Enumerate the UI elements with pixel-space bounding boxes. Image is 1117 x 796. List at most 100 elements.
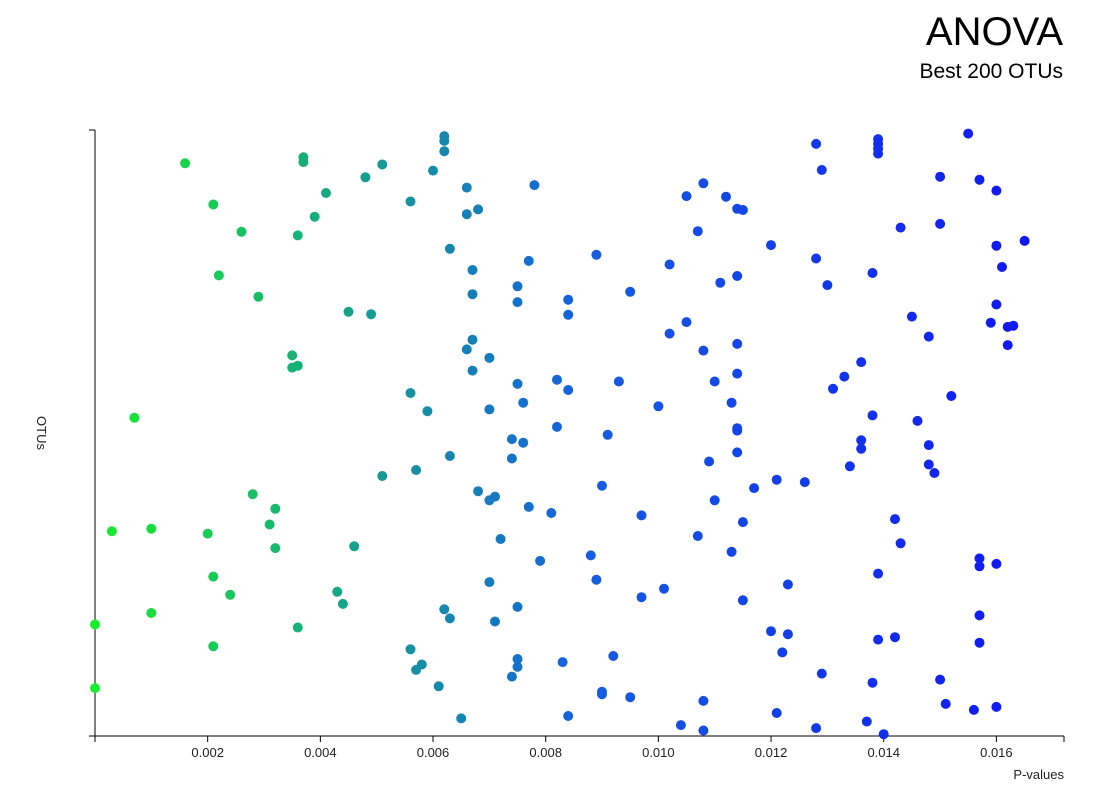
data-point xyxy=(636,592,647,603)
data-point xyxy=(715,277,726,288)
data-point xyxy=(366,309,377,320)
data-point xyxy=(974,610,985,621)
data-point xyxy=(343,306,354,317)
data-point xyxy=(422,406,433,417)
data-point xyxy=(552,374,562,385)
data-point xyxy=(732,368,743,379)
data-point xyxy=(867,410,878,421)
data-point xyxy=(1002,340,1013,351)
data-point xyxy=(495,534,506,544)
data-point xyxy=(912,415,923,426)
data-point xyxy=(512,601,523,612)
data-point xyxy=(698,178,709,189)
chart-subtitle: Best 200 OTUs xyxy=(919,60,1063,83)
data-point xyxy=(771,708,782,718)
data-point xyxy=(444,451,455,461)
data-point xyxy=(456,713,467,724)
data-point xyxy=(867,677,878,688)
data-point xyxy=(895,222,906,233)
data-point xyxy=(535,555,546,566)
data-point xyxy=(518,437,529,448)
data-point xyxy=(659,583,669,594)
data-point xyxy=(529,180,540,191)
data-point xyxy=(563,294,574,305)
data-point xyxy=(563,711,574,721)
data-point xyxy=(709,376,720,387)
data-point xyxy=(625,692,636,703)
data-point xyxy=(698,725,709,736)
data-point xyxy=(473,486,484,497)
x-tick-label: 0.016 xyxy=(980,745,1013,760)
data-point xyxy=(681,317,692,328)
data-point xyxy=(405,196,416,207)
data-point xyxy=(822,280,833,291)
data-point xyxy=(597,480,607,491)
data-point xyxy=(270,503,281,514)
data-point xyxy=(890,514,900,525)
data-point xyxy=(873,148,884,159)
data-point xyxy=(512,654,523,664)
data-point xyxy=(287,350,298,361)
data-point xyxy=(1008,320,1019,331)
data-point xyxy=(732,425,743,436)
data-point xyxy=(732,447,743,458)
x-axis-label: P-values xyxy=(1013,767,1064,782)
data-point xyxy=(873,568,884,579)
x-tick-label: 0.008 xyxy=(529,745,562,760)
data-point xyxy=(929,468,940,478)
data-point xyxy=(991,185,1002,196)
data-point xyxy=(867,268,878,278)
data-point xyxy=(675,720,686,731)
data-point xyxy=(512,378,523,389)
data-point xyxy=(523,501,534,512)
data-point xyxy=(636,510,647,521)
data-point xyxy=(737,595,748,606)
data-point xyxy=(991,558,1002,569)
data-point xyxy=(484,404,495,415)
data-point xyxy=(439,146,450,157)
data-point xyxy=(946,391,957,401)
data-point xyxy=(1019,235,1030,246)
data-point xyxy=(405,644,416,655)
data-point xyxy=(512,297,523,308)
data-point xyxy=(940,698,951,709)
data-point xyxy=(856,357,867,368)
data-point xyxy=(439,604,450,615)
data-point xyxy=(552,421,562,432)
data-point xyxy=(208,641,219,652)
data-point xyxy=(349,541,360,552)
data-point xyxy=(709,495,720,506)
data-point xyxy=(512,281,523,292)
data-point xyxy=(811,253,822,264)
data-point xyxy=(766,626,776,637)
data-point xyxy=(309,211,320,222)
data-point xyxy=(692,226,703,237)
data-point xyxy=(698,345,709,356)
y-axis-label: OTUs xyxy=(34,416,49,450)
data-point xyxy=(816,165,827,175)
data-point xyxy=(90,619,100,630)
data-point xyxy=(270,543,281,554)
data-point xyxy=(782,579,793,590)
data-point xyxy=(664,259,675,270)
data-point xyxy=(839,371,850,382)
data-point xyxy=(991,299,1002,310)
data-point xyxy=(997,262,1007,272)
data-point xyxy=(721,191,731,202)
data-point xyxy=(428,165,438,176)
data-point xyxy=(704,456,715,467)
data-point xyxy=(506,453,517,464)
data-point xyxy=(292,360,303,371)
data-point xyxy=(602,429,613,440)
data-point xyxy=(828,383,838,394)
data-point xyxy=(202,528,213,539)
data-point xyxy=(247,489,258,500)
data-point xyxy=(461,344,472,355)
data-point xyxy=(737,205,748,215)
x-tick-label: 0.010 xyxy=(642,745,675,760)
data-point xyxy=(146,608,157,618)
data-point xyxy=(963,128,974,139)
data-point xyxy=(968,704,979,715)
data-point xyxy=(664,328,675,339)
data-point xyxy=(873,634,884,645)
